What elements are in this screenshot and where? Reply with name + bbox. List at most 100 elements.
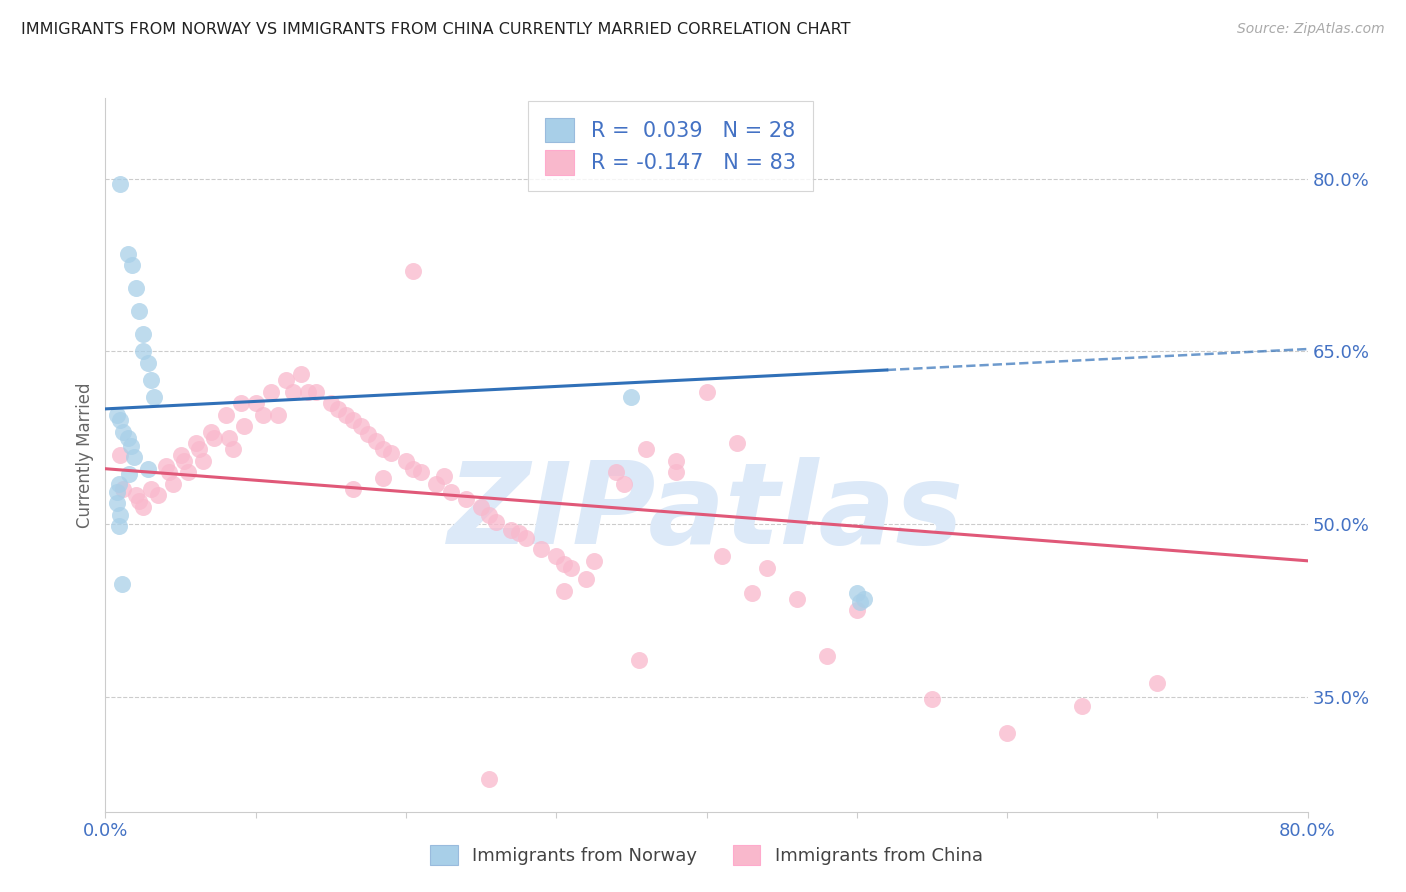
Point [725, 436, 748, 450]
Point [665, 453, 688, 467]
Point [485, 515, 508, 529]
Point [921, 692, 943, 706]
Point [202, 431, 225, 445]
Point [440, 484, 463, 499]
Point [845, 603, 868, 617]
Point [232, 419, 254, 434]
Point [110, 178, 132, 192]
Point [122, 450, 145, 465]
Point [222, 442, 245, 457]
Point [155, 459, 177, 474]
Point [191, 453, 214, 467]
Point [173, 453, 195, 467]
Point [530, 542, 553, 557]
Point [373, 471, 395, 485]
Point [142, 390, 165, 404]
Point [710, 549, 733, 564]
Point [319, 396, 342, 410]
Point [627, 653, 650, 667]
Point [501, 523, 523, 537]
Point [146, 488, 169, 502]
Legend: Immigrants from Norway, Immigrants from China: Immigrants from Norway, Immigrants from … [422, 836, 991, 874]
Point [395, 453, 418, 467]
Point [117, 431, 139, 445]
Point [136, 461, 159, 475]
Point [260, 384, 283, 399]
Point [815, 649, 838, 664]
Point [139, 483, 162, 497]
Point [290, 368, 312, 382]
Point [162, 476, 184, 491]
Point [350, 419, 373, 434]
Point [229, 396, 252, 410]
Point [1146, 675, 1168, 690]
Point [364, 434, 387, 449]
Point [853, 591, 876, 606]
Point [110, 508, 132, 522]
Point [110, 413, 132, 427]
Point [373, 442, 395, 457]
Point [380, 445, 402, 459]
Point [107, 496, 129, 510]
Point [120, 439, 142, 453]
Point [157, 465, 180, 479]
Point [409, 465, 432, 479]
Point [111, 577, 134, 591]
Point [297, 384, 319, 399]
Point [128, 304, 150, 318]
Point [515, 531, 537, 545]
Point [845, 586, 868, 600]
Point [252, 408, 274, 422]
Point [665, 465, 688, 479]
Point [305, 384, 328, 399]
Point [132, 500, 155, 514]
Text: ZIPatlas: ZIPatlas [449, 457, 965, 567]
Point [696, 384, 718, 399]
Point [200, 425, 222, 439]
Point [124, 281, 146, 295]
Text: IMMIGRANTS FROM NORWAY VS IMMIGRANTS FROM CHINA CURRENTLY MARRIED CORRELATION CH: IMMIGRANTS FROM NORWAY VS IMMIGRANTS FRO… [21, 22, 851, 37]
Point [636, 442, 658, 457]
Text: Source: ZipAtlas.com: Source: ZipAtlas.com [1237, 22, 1385, 37]
Point [560, 560, 582, 574]
Point [107, 484, 129, 499]
Point [402, 461, 425, 475]
Point [755, 560, 778, 574]
Point [117, 246, 139, 260]
Point [546, 549, 568, 564]
Point [553, 583, 575, 598]
Point [605, 465, 627, 479]
Point [267, 408, 290, 422]
Point [575, 572, 598, 586]
Point [335, 408, 357, 422]
Point [613, 476, 636, 491]
Point [741, 586, 763, 600]
Point [184, 436, 207, 450]
Point [121, 258, 143, 272]
Point [108, 519, 131, 533]
Point [508, 526, 530, 541]
Point [402, 264, 425, 278]
Point [995, 726, 1018, 740]
Point [454, 491, 477, 506]
Point [177, 465, 200, 479]
Point [342, 413, 364, 427]
Point [478, 772, 501, 787]
Point [432, 468, 454, 483]
Point [132, 344, 155, 359]
Point [283, 384, 305, 399]
Point [110, 448, 132, 462]
Point [849, 595, 872, 609]
Point [112, 483, 135, 497]
Point [274, 373, 297, 387]
Point [478, 508, 501, 522]
Point [218, 431, 240, 445]
Point [328, 401, 350, 416]
Point [187, 442, 209, 457]
Point [342, 483, 364, 497]
Point [139, 373, 162, 387]
Point [136, 356, 159, 370]
Point [108, 476, 131, 491]
Point [124, 488, 146, 502]
Y-axis label: Currently Married: Currently Married [76, 382, 94, 528]
